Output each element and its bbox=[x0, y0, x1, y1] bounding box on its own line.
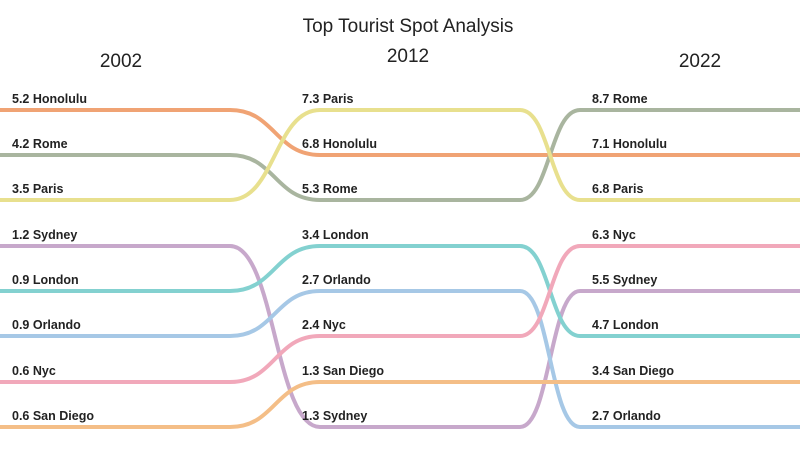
year-label-2012: 2012 bbox=[387, 46, 429, 67]
label-2002-paris: 3.5 Paris bbox=[12, 182, 63, 196]
ribbon-orlando bbox=[0, 289, 800, 429]
ribbon-rome bbox=[0, 108, 800, 202]
label-2012-honolulu: 6.8 Honolulu bbox=[302, 137, 377, 151]
label-2012-rome: 5.3 Rome bbox=[302, 182, 358, 196]
ribbon-sydney bbox=[0, 244, 800, 429]
label-2002-honolulu: 5.2 Honolulu bbox=[12, 92, 87, 106]
label-2012-nyc: 2.4 Nyc bbox=[302, 318, 346, 332]
label-2012-paris: 7.3 Paris bbox=[302, 92, 353, 106]
label-2022-honolulu: 7.1 Honolulu bbox=[592, 137, 667, 151]
label-2022-rome: 8.7 Rome bbox=[592, 92, 648, 106]
label-2002-sydney: 1.2 Sydney bbox=[12, 228, 77, 242]
label-2022-sydney: 5.5 Sydney bbox=[592, 273, 657, 287]
label-2002-london: 0.9 London bbox=[12, 273, 79, 287]
label-2012-london: 3.4 London bbox=[302, 228, 369, 242]
label-2002-san-diego: 0.6 San Diego bbox=[12, 409, 94, 423]
label-2012-san-diego: 1.3 San Diego bbox=[302, 364, 384, 378]
ribbon-san-diego bbox=[0, 380, 800, 429]
label-2002-rome: 4.2 Rome bbox=[12, 137, 68, 151]
label-2012-sydney: 1.3 Sydney bbox=[302, 409, 367, 423]
chart-title: Top Tourist Spot Analysis bbox=[303, 16, 514, 37]
label-2002-nyc: 0.6 Nyc bbox=[12, 364, 56, 378]
ribbon-nyc bbox=[0, 244, 800, 384]
label-layer: 5.2 Honolulu 4.2 Rome 3.5 Paris 1.2 Sydney 0… bbox=[12, 92, 674, 423]
label-2022-orlando: 2.7 Orlando bbox=[592, 409, 661, 423]
label-2022-paris: 6.8 Paris bbox=[592, 182, 643, 196]
label-2022-nyc: 6.3 Nyc bbox=[592, 228, 636, 242]
ribbon-london bbox=[0, 244, 800, 338]
label-2022-london: 4.7 London bbox=[592, 318, 659, 332]
ribbon-honolulu bbox=[0, 108, 800, 157]
label-2002-orlando: 0.9 Orlando bbox=[12, 318, 81, 332]
year-label-2022: 2022 bbox=[679, 51, 721, 72]
year-label-2002: 2002 bbox=[100, 51, 142, 72]
label-2012-orlando: 2.7 Orlando bbox=[302, 273, 371, 287]
label-2022-san-diego: 3.4 San Diego bbox=[592, 364, 674, 378]
ribbon-layer bbox=[0, 108, 800, 429]
ribbon-paris bbox=[0, 108, 800, 202]
